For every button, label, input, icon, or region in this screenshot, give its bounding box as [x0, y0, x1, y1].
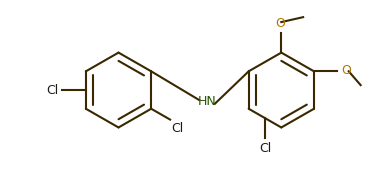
Text: HN: HN [197, 95, 216, 108]
Text: Cl: Cl [259, 142, 271, 155]
Text: Cl: Cl [171, 122, 183, 134]
Text: Cl: Cl [46, 84, 58, 97]
Text: O: O [276, 17, 285, 30]
Text: O: O [341, 64, 351, 77]
